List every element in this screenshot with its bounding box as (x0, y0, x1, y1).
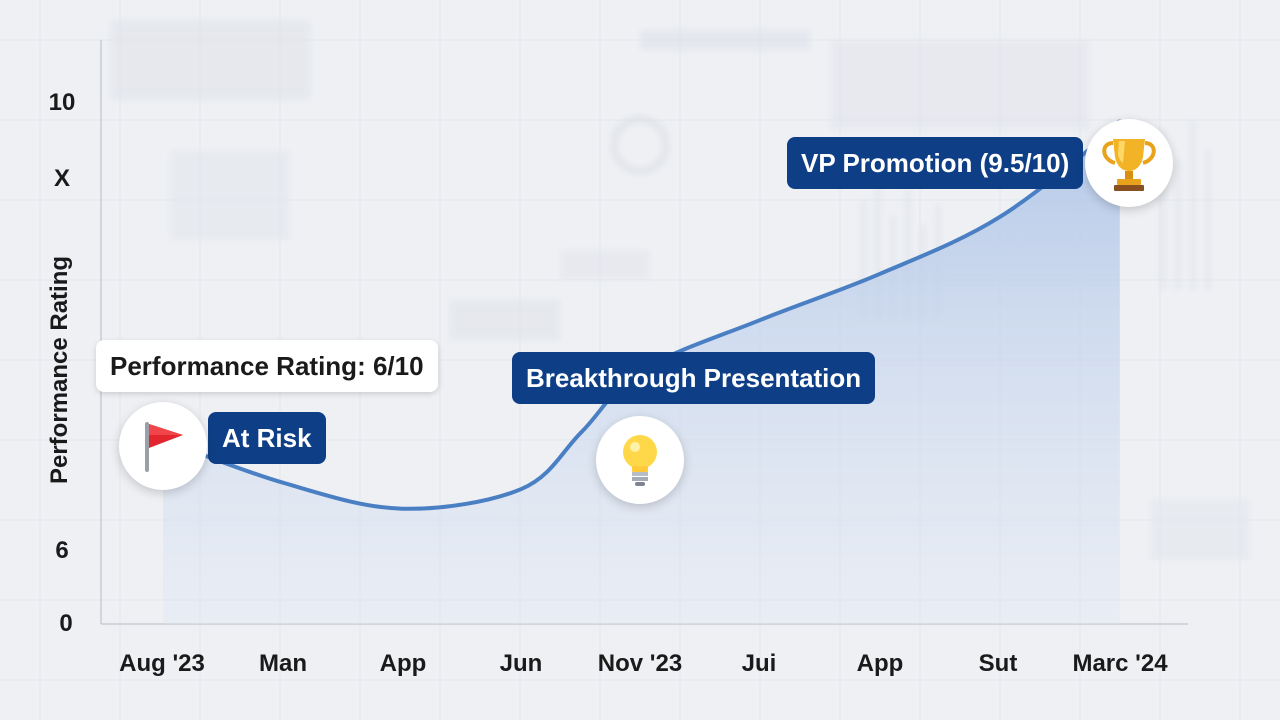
red-flag-icon (145, 422, 183, 472)
trophy-badge (1085, 119, 1173, 207)
x-tick-label: Aug '23 (119, 650, 205, 677)
x-tick-label: Jui (741, 650, 777, 677)
trophy-icon (1102, 139, 1156, 191)
y-axis-label: Performance Rating (46, 255, 73, 485)
annotation-at-risk: At Risk (208, 412, 326, 464)
x-tick-label: Jun (499, 650, 543, 677)
annotation-rating-label: Performance Rating: 6/10 (96, 340, 438, 392)
y-tick-label: 10 (48, 89, 76, 116)
y-tick-label: X (53, 165, 71, 192)
annotation-vp-promotion: VP Promotion (9.5/10) (787, 137, 1084, 189)
lightbulb-badge (596, 416, 684, 504)
y-tick-label: 0 (59, 610, 73, 637)
x-tick-label: Sut (978, 650, 1018, 677)
x-tick-label: Man (259, 650, 307, 677)
annotation-breakthrough: Breakthrough Presentation (512, 352, 876, 404)
x-tick-label: Marc '24 (1072, 650, 1168, 677)
lightbulb-icon (623, 435, 657, 486)
x-tick-label: Nov '23 (597, 650, 683, 677)
flag-badge (119, 402, 207, 490)
y-tick-label: 6 (55, 537, 69, 564)
x-tick-label: App (856, 650, 904, 677)
x-tick-label: App (379, 650, 427, 677)
